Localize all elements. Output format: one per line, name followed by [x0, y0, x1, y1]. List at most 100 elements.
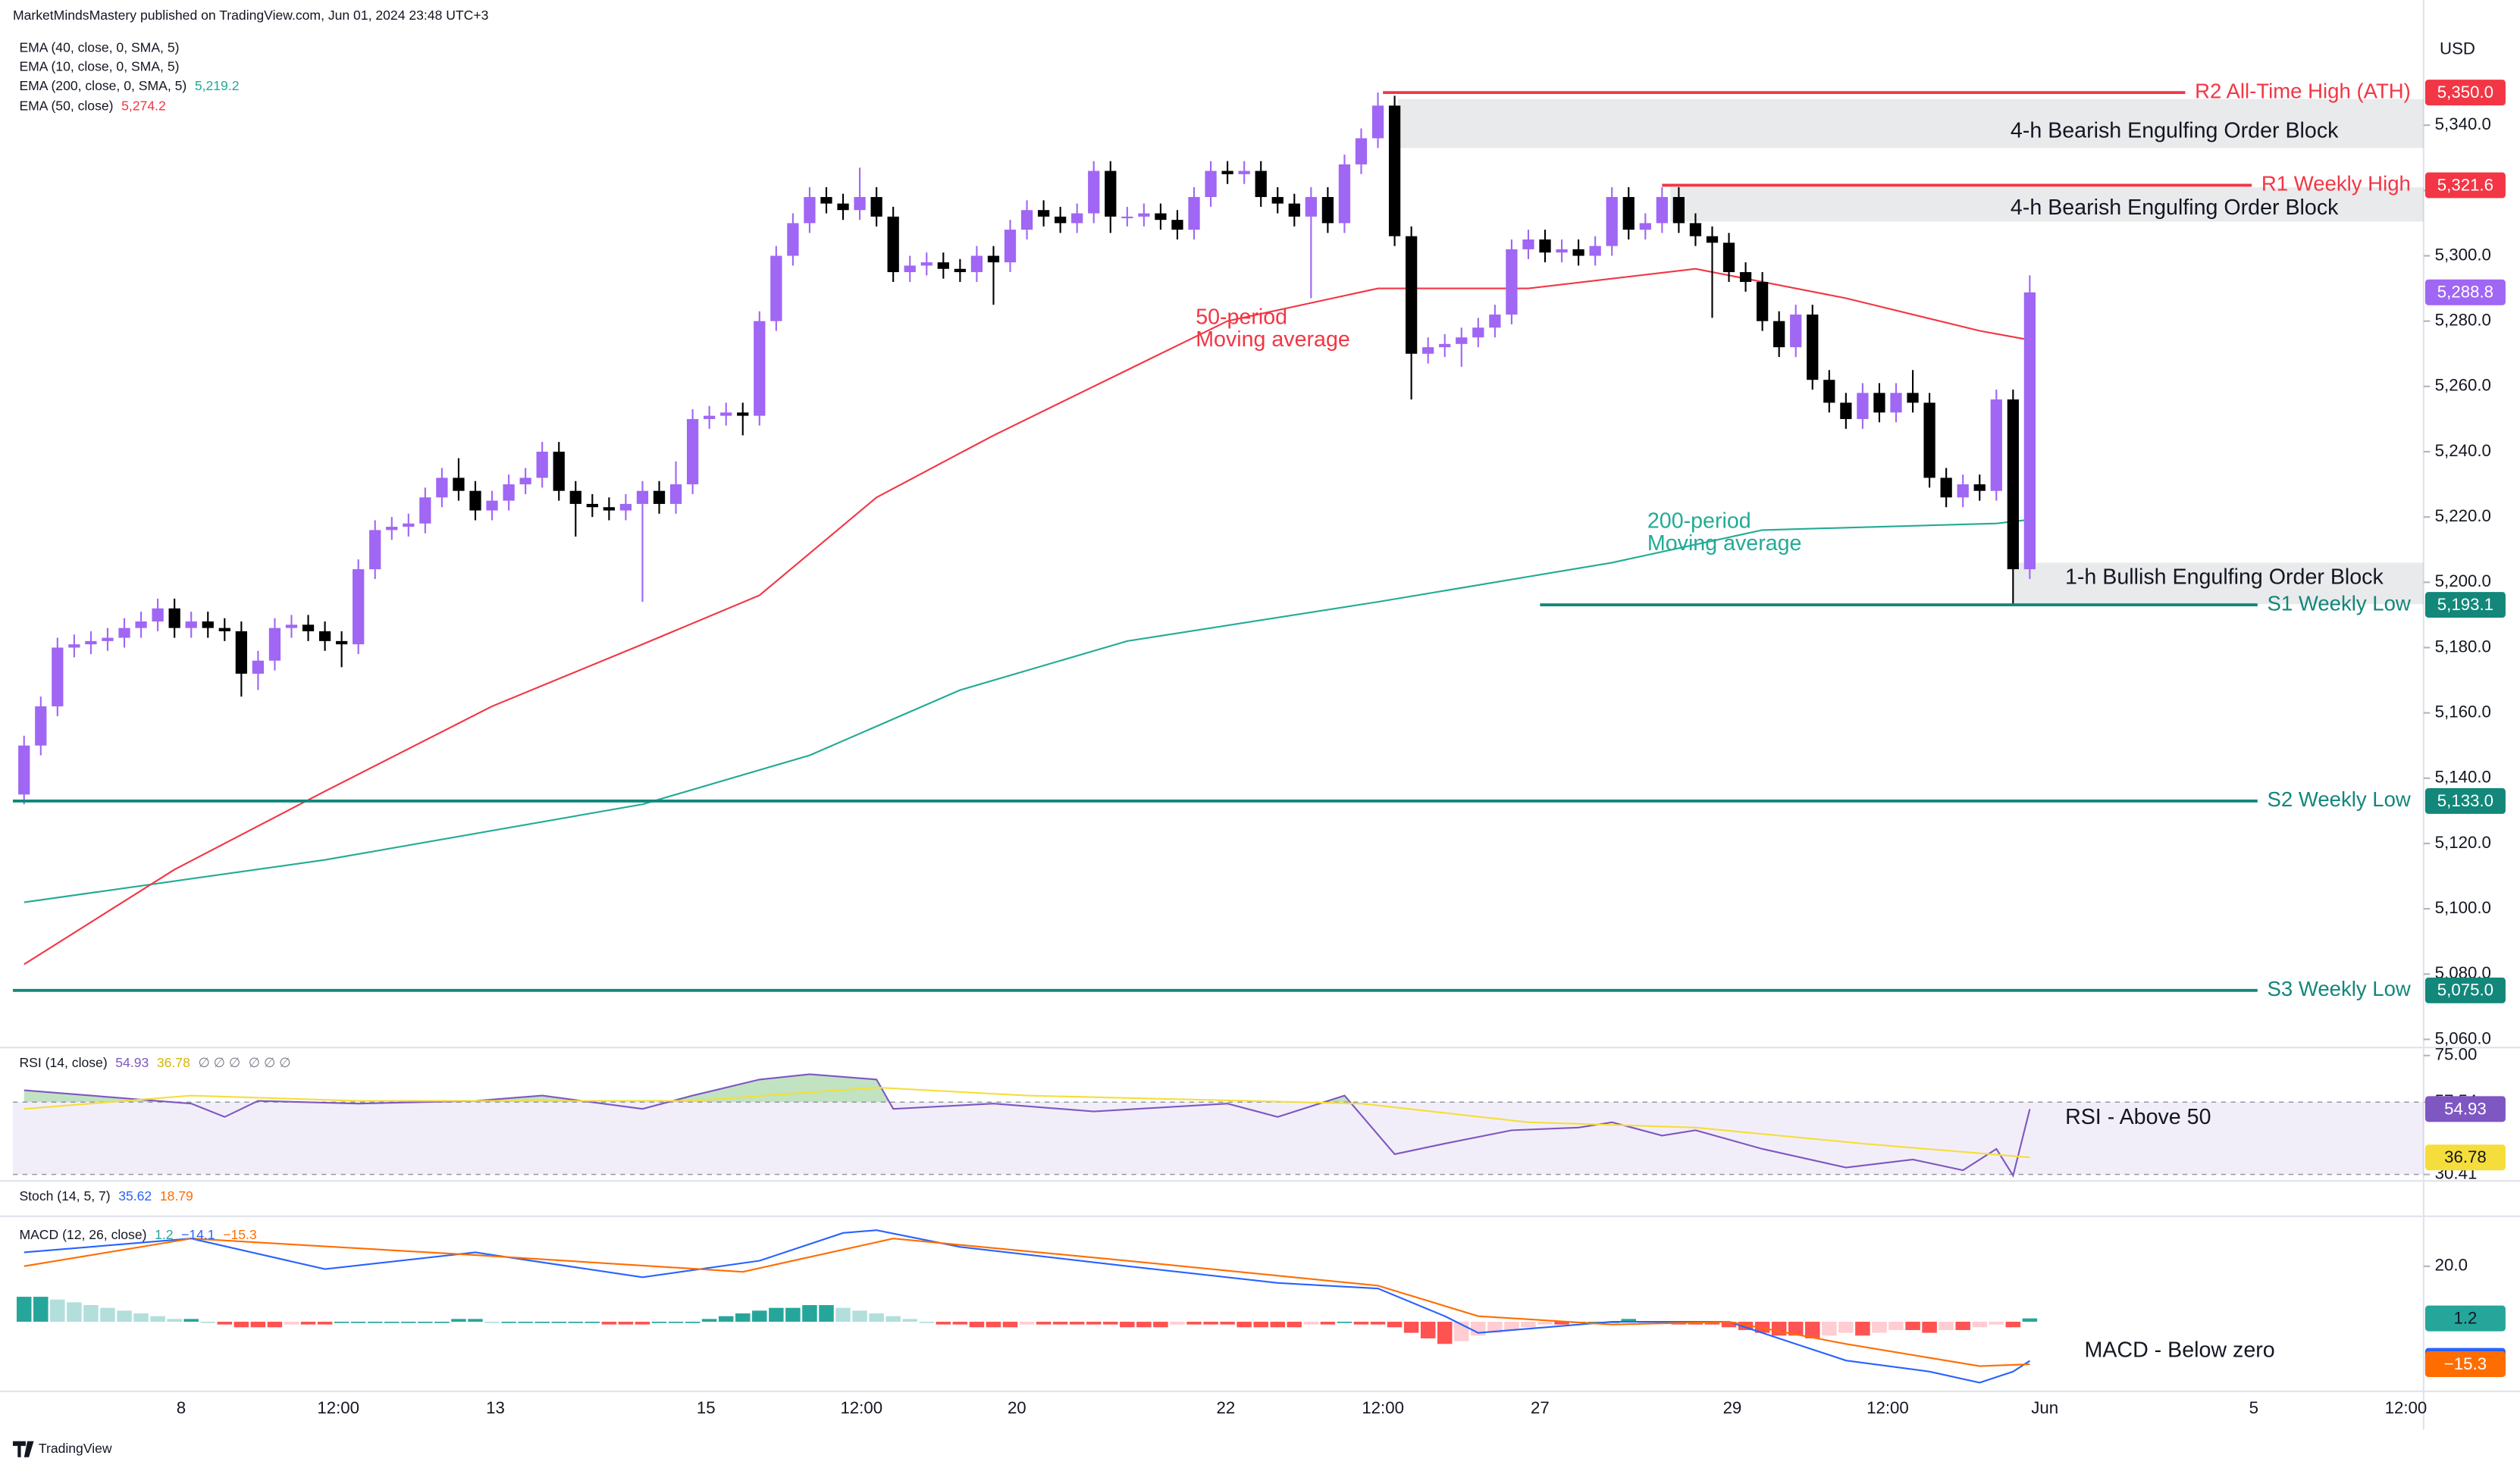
macd-histogram-bar: [501, 1321, 516, 1323]
currency: USD: [2440, 39, 2475, 58]
footer-brand: TradingView: [39, 1441, 112, 1456]
macd-histogram-bar: [16, 1297, 32, 1322]
candle-body: [1790, 315, 1802, 348]
macd-histogram-bar: [317, 1321, 333, 1325]
candle-body: [1255, 171, 1267, 197]
x-tick-label: 12:00: [317, 1398, 359, 1417]
candle-body: [1589, 246, 1601, 256]
macd-histogram-bar: [117, 1310, 132, 1322]
legend-item: 5,219.2: [195, 78, 240, 93]
legend-item: MACD (12, 26, close): [19, 1227, 146, 1242]
macd-histogram-bar: [1972, 1321, 1987, 1328]
series-line: [24, 518, 2030, 903]
x-tick-label: 5: [2249, 1398, 2258, 1417]
macd-histogram-bar: [250, 1321, 266, 1328]
candle-body: [353, 569, 365, 645]
candle-body: [268, 628, 281, 661]
series-line: [24, 1238, 2030, 1367]
candle-body: [285, 624, 298, 628]
candle-body: [1439, 343, 1451, 348]
level-label: S1 Weekly Low: [2267, 591, 2410, 615]
candle-body: [1422, 347, 1434, 354]
candle-body: [569, 490, 581, 504]
candle-body: [1672, 196, 1685, 224]
candle-body: [1055, 216, 1067, 224]
macd-histogram-bar: [1353, 1321, 1369, 1325]
y-tick-label: 5,100.0: [2435, 898, 2491, 917]
legend-item: 36.78: [157, 1055, 190, 1070]
macd-histogram-bar: [1721, 1321, 1737, 1328]
macd-histogram-bar: [1788, 1321, 1804, 1336]
macd-badge-bg: [2424, 1305, 2506, 1332]
candle-body: [218, 628, 230, 631]
candle-body: [519, 477, 531, 485]
macd-histogram-bar: [1103, 1321, 1118, 1325]
candle-body: [1171, 220, 1183, 230]
candle-body: [52, 647, 64, 707]
candle-body: [1388, 105, 1401, 236]
macd-histogram-bar: [1738, 1321, 1754, 1330]
candle-body: [1037, 210, 1050, 217]
macd-histogram-bar: [183, 1319, 199, 1322]
candle-body: [453, 477, 465, 491]
order-block-label: 4-h Bearish Engulfing Order Block: [2011, 118, 2339, 142]
macd-histogram-bar: [384, 1321, 400, 1323]
macd-histogram-bar: [1153, 1321, 1168, 1328]
candle-body: [937, 262, 949, 269]
macd-histogram-bar: [568, 1321, 584, 1323]
order-block: [2013, 562, 2424, 605]
candle-body: [1406, 236, 1418, 354]
candle-body: [636, 490, 649, 504]
legend-item: 5,274.2: [121, 99, 166, 114]
level-badge: 5,350.0: [2437, 83, 2493, 102]
macd-histogram-bar: [1754, 1321, 1770, 1333]
y-tick-label: 5,140.0: [2435, 768, 2491, 787]
level-badge-bg: [2424, 172, 2506, 199]
macd-histogram-bar: [735, 1313, 751, 1322]
x-tick-label: 27: [1531, 1398, 1550, 1417]
candle-body: [1522, 239, 1534, 249]
candle-body: [1722, 243, 1735, 273]
candle-body: [619, 503, 632, 511]
candle-body: [369, 530, 381, 570]
macd-histogram-bar: [1253, 1321, 1268, 1328]
candle-body: [1689, 223, 1702, 236]
candle-body: [536, 451, 548, 478]
level-label: S2 Weekly Low: [2267, 787, 2410, 811]
candle-body: [553, 451, 565, 491]
candle-body: [586, 503, 598, 508]
macd-histogram-bar: [1287, 1321, 1302, 1328]
macd-histogram-bar: [1387, 1321, 1403, 1328]
y-tick-label: 5,260.0: [2435, 376, 2491, 395]
candle-body: [1456, 337, 1468, 344]
candle-body: [1990, 399, 2002, 491]
level-badge: 5,133.0: [2437, 791, 2493, 810]
candle-body: [85, 640, 97, 645]
candle-body: [787, 223, 799, 256]
macd-histogram-bar: [936, 1321, 951, 1325]
legend-item: EMA (10, close, 0, SMA, 5): [19, 59, 179, 74]
macd-histogram-bar: [835, 1307, 851, 1322]
candle-body: [469, 490, 481, 511]
macd-histogram-bar: [1420, 1321, 1436, 1338]
macd-annotation: MACD - Below zero: [2085, 1338, 2275, 1362]
x-tick-label: 12:00: [1866, 1398, 1909, 1417]
macd-histogram-bar: [819, 1305, 834, 1322]
level-label: R2 All-Time High (ATH): [2195, 79, 2411, 102]
macd-histogram-bar: [1019, 1321, 1035, 1325]
macd-histogram-bar: [785, 1307, 801, 1322]
macd-histogram-bar: [1922, 1321, 1937, 1333]
candle-body: [1539, 239, 1551, 253]
y-tick-label: 20.0: [2435, 1256, 2468, 1275]
candle-body: [1639, 223, 1651, 230]
candle-body: [1472, 327, 1484, 338]
macd-histogram-bar: [1487, 1321, 1503, 1333]
candle-body: [102, 637, 114, 641]
candle-body: [970, 255, 983, 273]
macd-histogram-bar: [534, 1321, 550, 1323]
x-tick-label: 20: [1008, 1398, 1026, 1417]
x-tick-label: 22: [1217, 1398, 1236, 1417]
macd-histogram-bar: [200, 1321, 215, 1323]
y-tick-label: 5,300.0: [2435, 245, 2491, 264]
